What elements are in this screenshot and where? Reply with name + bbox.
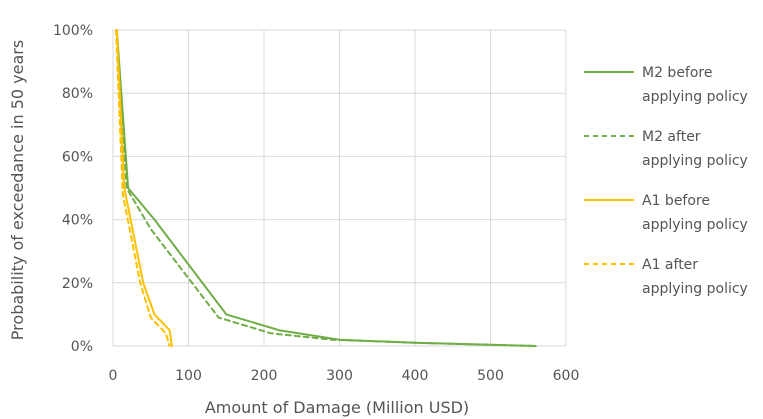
legend-label: A1 before — [642, 193, 710, 209]
legend-label: applying policy — [642, 153, 748, 169]
legend-label: M2 after — [642, 129, 701, 145]
series-line-1 — [115, 29, 537, 347]
series-line-2 — [115, 29, 537, 347]
y-axis-title: Probability of exceedance in 50 years — [8, 40, 27, 340]
y-tick-label: 40% — [62, 213, 93, 229]
y-axis-ticks: 0% 20% 40% 60% 80% 100% — [53, 23, 93, 355]
y-tick-label: 100% — [53, 23, 93, 39]
y-tick-label: 20% — [62, 276, 93, 292]
x-tick-label: 0 — [109, 368, 118, 384]
x-tick-label: 200 — [251, 368, 278, 384]
legend-label: applying policy — [642, 281, 748, 297]
x-axis-ticks: 0 100 200 300 400 500 600 — [109, 368, 580, 384]
x-axis-title: Amount of Damage (Million USD) — [205, 398, 469, 417]
series-line-4 — [115, 29, 171, 347]
series-line-3 — [115, 29, 173, 347]
legend-label: M2 before — [642, 65, 713, 81]
y-tick-label: 80% — [62, 86, 93, 102]
legend: M2 before applying policy M2 after applying… — [584, 65, 748, 297]
x-tick-label: 500 — [477, 368, 504, 384]
legend-label: A1 after — [642, 257, 698, 273]
legend-label: applying policy — [642, 217, 748, 233]
legend-label: applying policy — [642, 89, 748, 105]
series-lines — [115, 29, 537, 347]
x-tick-label: 100 — [175, 368, 202, 384]
gridlines — [112, 29, 567, 347]
x-tick-label: 300 — [326, 368, 353, 384]
y-tick-label: 60% — [62, 149, 93, 165]
x-tick-label: 600 — [553, 368, 580, 384]
y-tick-label: 0% — [71, 339, 93, 355]
x-tick-label: 400 — [402, 368, 429, 384]
